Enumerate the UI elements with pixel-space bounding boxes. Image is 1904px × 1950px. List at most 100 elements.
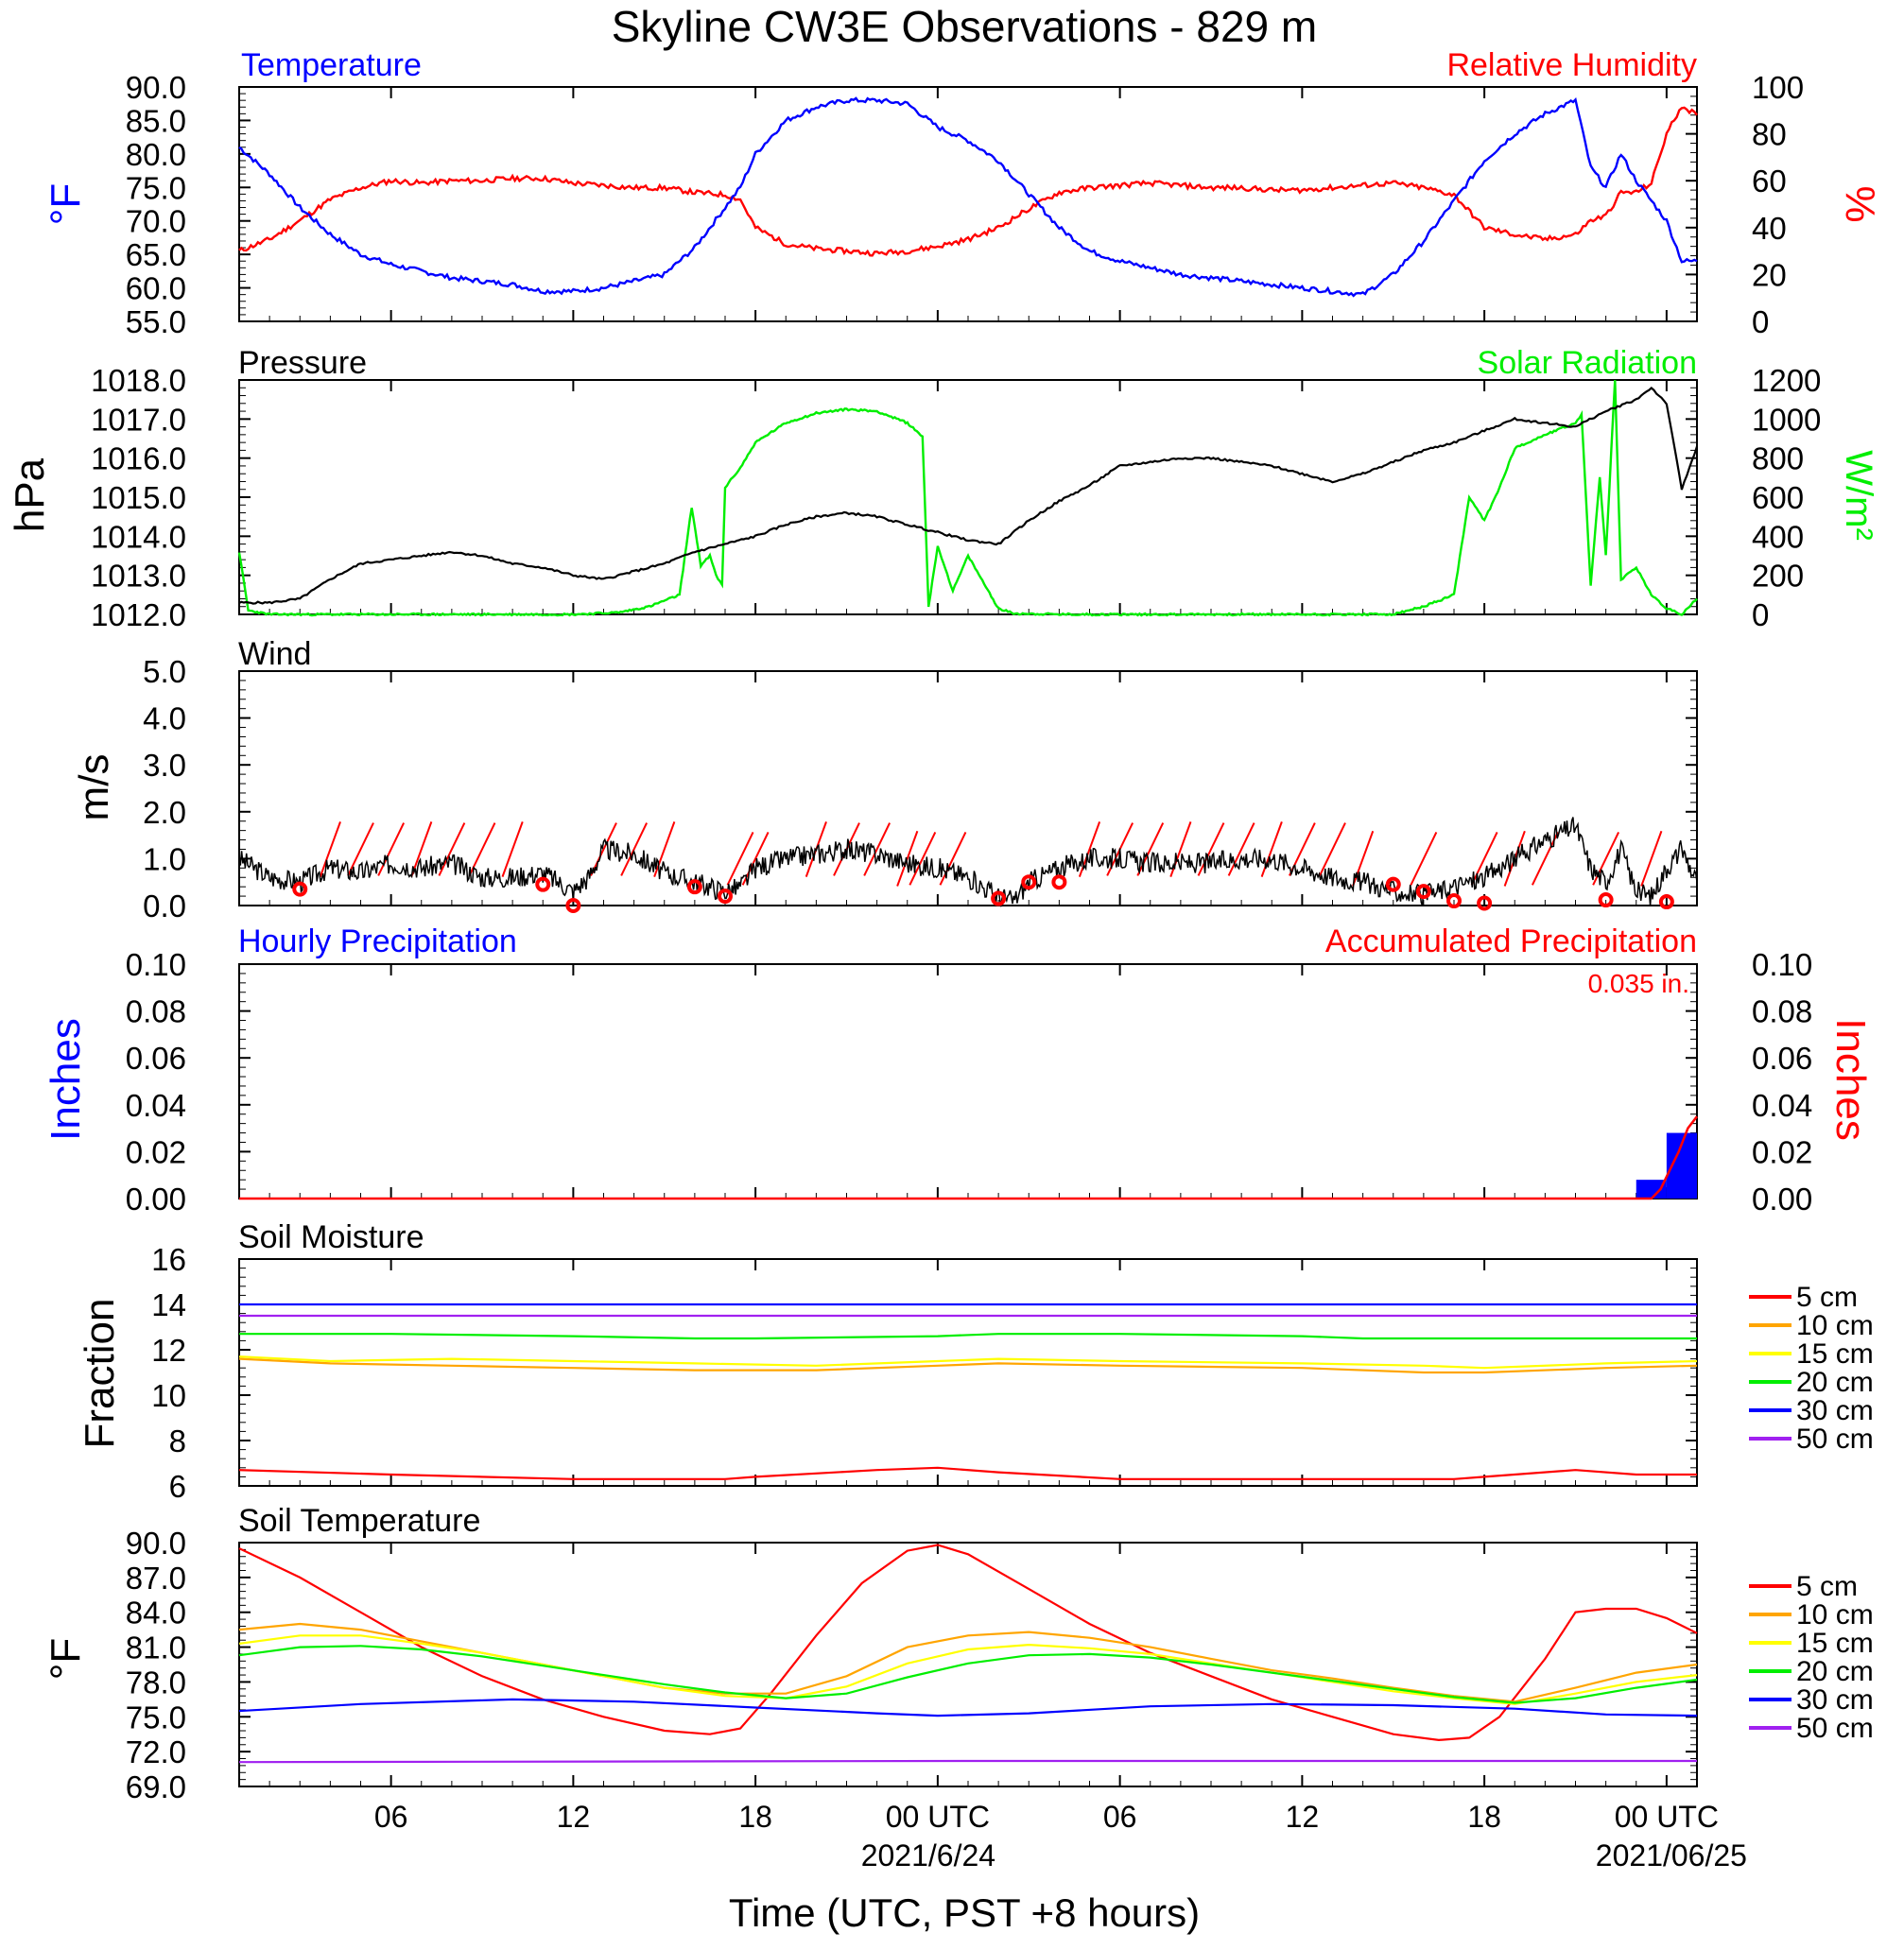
series-5-cm xyxy=(238,1544,1698,1742)
legend-label: 50 cm xyxy=(1796,1424,1874,1455)
y-tick-label: 1018.0 xyxy=(91,363,186,398)
calm-marker xyxy=(1051,874,1067,890)
y-tick-label: 0.02 xyxy=(1752,1134,1812,1169)
wind-barb xyxy=(319,821,341,877)
wind-barb xyxy=(347,822,374,876)
x-tick-label: 12 xyxy=(557,1800,591,1834)
y-tick-label: 78.0 xyxy=(126,1665,186,1700)
y-tick-label: 90.0 xyxy=(126,70,186,105)
ylabel-temperature: °F xyxy=(43,183,89,225)
series-solar-radiation xyxy=(237,380,1698,617)
series-temperature xyxy=(238,96,1698,298)
y-tick-label: 1014.0 xyxy=(91,519,186,554)
y-tick-label: 1016.0 xyxy=(91,441,186,476)
x-tick-label: 00 UTC xyxy=(1615,1800,1719,1834)
wind-barb xyxy=(1470,832,1498,886)
series-pressure xyxy=(238,387,1699,605)
y-tick-label: 1012.0 xyxy=(91,597,186,632)
legend-label: 10 cm xyxy=(1796,1310,1874,1341)
y-tick-label: 0.04 xyxy=(1752,1088,1812,1123)
y-tick-label: 0.02 xyxy=(126,1134,186,1169)
legend-label: 30 cm xyxy=(1796,1395,1874,1426)
calm-marker xyxy=(1415,884,1431,900)
y-tick-label: 200 xyxy=(1752,559,1804,594)
wind-barb xyxy=(1640,830,1663,887)
wind-barb xyxy=(726,832,754,886)
legend-label: 20 cm xyxy=(1796,1367,1874,1398)
y-tick-label: 6 xyxy=(169,1469,186,1504)
y-tick-label: 87.0 xyxy=(126,1561,186,1596)
wind-barb xyxy=(410,821,433,877)
y-tick-label: 800 xyxy=(1752,441,1804,476)
calm-marker xyxy=(686,879,702,895)
y-tick-label: 0.10 xyxy=(1752,947,1812,982)
y-tick-label: 1000 xyxy=(1752,402,1821,437)
y-tick-label: 0.10 xyxy=(126,947,186,982)
ylabel-accum-precip: Inches xyxy=(1827,1018,1874,1141)
panel-wind: Wind m/s 5.0 4.0 3.0 2.0 1.0 0.0 xyxy=(71,636,1698,923)
panel-title-soil-temperature: Soil Temperature xyxy=(238,1503,480,1539)
y-tick-label: 1.0 xyxy=(143,841,186,876)
y-tick-label: 100 xyxy=(1752,70,1804,105)
y-tick-label: 81.0 xyxy=(126,1631,186,1665)
calm-markers xyxy=(292,874,1674,913)
y-tick-label: 0.08 xyxy=(1752,994,1812,1029)
panel-title-accum-precip: Accumulated Precipitation xyxy=(1325,923,1697,959)
precip-total-annotation: 0.035 in. xyxy=(1588,969,1689,998)
y-tick-label: 600 xyxy=(1752,480,1804,515)
calm-marker xyxy=(1658,894,1674,910)
calm-marker xyxy=(1598,892,1614,908)
panel-title-hourly-precip: Hourly Precipitation xyxy=(238,923,517,959)
calm-marker xyxy=(718,889,733,905)
y-tick-label: 4.0 xyxy=(143,701,186,736)
wind-barb xyxy=(939,832,967,886)
x-tick-label: 06 xyxy=(1103,1800,1137,1834)
panel-title-humidity: Relative Humidity xyxy=(1446,47,1697,83)
y-tick-label: 14 xyxy=(151,1287,186,1322)
x-tick-label: 18 xyxy=(738,1800,772,1834)
y-tick-label: 0.00 xyxy=(126,1182,186,1217)
x-tick-label: 18 xyxy=(1467,1800,1501,1834)
panel-title-solar: Solar Radiation xyxy=(1478,345,1697,381)
y-tick-label: 0.00 xyxy=(1752,1182,1812,1217)
ylabel-pressure: hPa xyxy=(7,457,53,532)
wind-barb xyxy=(741,832,770,886)
wind-barb xyxy=(377,822,406,876)
y-tick-label: 55.0 xyxy=(126,304,186,339)
y-tick-label: 1015.0 xyxy=(91,480,186,515)
y-tick-label: 10 xyxy=(151,1378,186,1413)
legend-label: 15 cm xyxy=(1796,1338,1874,1370)
x-date-label: 2021/06/25 xyxy=(1596,1838,1747,1872)
y-tick-label: 85.0 xyxy=(126,103,186,138)
y-tick-label: 400 xyxy=(1752,519,1804,554)
y-tick-label: 0.06 xyxy=(126,1041,186,1076)
wind-barb xyxy=(1227,822,1255,876)
ylabel-wind: m/s xyxy=(71,754,117,821)
y-tick-label: 5.0 xyxy=(143,654,186,689)
series-5-cm xyxy=(238,1466,1697,1480)
calm-marker xyxy=(991,890,1007,906)
y-tick-label: 8 xyxy=(169,1424,186,1458)
y-tick-label: 75.0 xyxy=(126,170,186,205)
y-tick-label: 0 xyxy=(1752,597,1769,632)
y-tick-label: 0.08 xyxy=(126,994,186,1029)
y-tick-label: 69.0 xyxy=(126,1769,186,1804)
wind-barb xyxy=(863,822,891,876)
figure-title: Skyline CW3E Observations - 829 m xyxy=(612,2,1318,51)
panel-soil-moisture: Soil Moisture Fraction 16 14 12 10 8 6 5 cm10 … xyxy=(77,1219,1874,1504)
x-axis-label: Time (UTC, PST +8 hours) xyxy=(729,1890,1200,1935)
calm-marker xyxy=(565,898,581,913)
y-tick-label: 75.0 xyxy=(126,1700,186,1734)
y-tick-label: 0.06 xyxy=(1752,1041,1812,1076)
legend-label: 50 cm xyxy=(1796,1713,1874,1744)
ylabel-hourly-precip: Inches xyxy=(43,1018,89,1141)
panel-pressure-solar: Pressure Solar Radiation hPa W/m² 1018.0… xyxy=(7,345,1879,632)
panel-title-wind: Wind xyxy=(238,636,311,672)
series-10-cm xyxy=(238,1357,1698,1374)
ylabel-humidity: % xyxy=(1837,185,1883,222)
series-wind-speed xyxy=(238,817,1698,907)
legend-label: 15 cm xyxy=(1796,1628,1874,1659)
wind-barb xyxy=(1319,822,1346,876)
panel-title-pressure: Pressure xyxy=(238,345,367,381)
